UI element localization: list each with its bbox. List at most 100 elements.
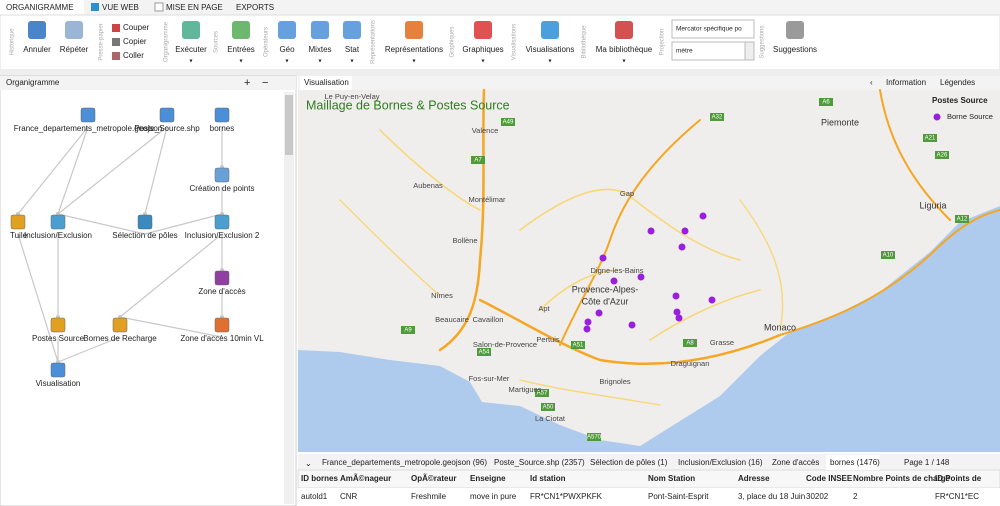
column-header[interactable]: OpÃ©rateur bbox=[411, 474, 456, 483]
node-icon[interactable] bbox=[214, 167, 230, 183]
map-marker[interactable] bbox=[681, 227, 689, 235]
data-tab[interactable]: Zone d'accès bbox=[772, 458, 819, 467]
top-tab[interactable]: VUE WEB bbox=[102, 3, 139, 12]
ribbon-button[interactable]: Ma bibliothèque bbox=[596, 45, 653, 54]
button-icon[interactable] bbox=[28, 21, 46, 39]
button-icon[interactable] bbox=[278, 21, 296, 39]
ribbon-button[interactable]: Coller bbox=[123, 51, 144, 60]
top-tab[interactable]: EXPORTS bbox=[236, 3, 274, 12]
column-header[interactable]: Adresse bbox=[738, 474, 770, 483]
ribbon-button[interactable]: Annuler bbox=[23, 45, 51, 54]
ribbon-button[interactable]: Représentations bbox=[385, 45, 443, 54]
node-label[interactable]: Zone d'accès 10min VL bbox=[180, 334, 264, 343]
map-marker[interactable] bbox=[708, 296, 716, 304]
map-marker[interactable] bbox=[672, 292, 680, 300]
map-marker[interactable] bbox=[647, 227, 655, 235]
map-marker[interactable] bbox=[599, 254, 607, 262]
projection-select[interactable] bbox=[671, 19, 755, 39]
ribbon-button[interactable]: Exécuter bbox=[175, 45, 207, 54]
map-marker[interactable] bbox=[583, 325, 591, 333]
map-marker[interactable] bbox=[637, 273, 645, 281]
zoom-in[interactable]: + bbox=[244, 77, 250, 89]
column-header[interactable]: Nombre Points de charge bbox=[853, 474, 950, 483]
node-label[interactable]: Création de points bbox=[190, 184, 255, 193]
map-marker[interactable] bbox=[595, 309, 603, 317]
node-label[interactable]: Visualisation bbox=[36, 379, 81, 388]
button-icon[interactable] bbox=[65, 21, 83, 39]
data-tab[interactable]: France_departements_metropole.geojson (9… bbox=[322, 458, 487, 467]
node-icon[interactable] bbox=[10, 214, 26, 230]
button-icon[interactable] bbox=[786, 21, 804, 39]
button-icon[interactable] bbox=[343, 21, 361, 39]
node-icon[interactable] bbox=[214, 214, 230, 230]
column-header[interactable]: ID bornes bbox=[301, 474, 338, 483]
data-tab[interactable]: Inclusion/Exclusion (16) bbox=[678, 458, 763, 467]
node-icon[interactable] bbox=[80, 107, 96, 123]
map-marker[interactable] bbox=[628, 321, 636, 329]
top-tab[interactable]: ORGANIGRAMME bbox=[6, 3, 74, 12]
node-label[interactable]: Inclusion/Exclusion 2 bbox=[185, 231, 260, 240]
ribbon-button[interactable]: Entrées bbox=[227, 45, 255, 54]
node-icon[interactable] bbox=[214, 107, 230, 123]
column-header[interactable]: Code INSEE bbox=[806, 474, 853, 483]
node-icon[interactable] bbox=[159, 107, 175, 123]
map-marker[interactable] bbox=[584, 318, 592, 326]
button-icon[interactable] bbox=[232, 21, 250, 39]
node-label[interactable]: Sélection de pôles bbox=[112, 231, 177, 240]
ribbon-button[interactable]: Stat bbox=[345, 45, 360, 54]
node-icon[interactable] bbox=[50, 317, 66, 333]
node-label[interactable]: Postes Source bbox=[32, 334, 85, 343]
button-icon[interactable] bbox=[615, 21, 633, 39]
node-icon[interactable] bbox=[112, 317, 128, 333]
button-icon[interactable] bbox=[311, 21, 329, 39]
ribbon-button[interactable]: Suggestions bbox=[773, 45, 817, 54]
back[interactable]: ‹ bbox=[870, 78, 873, 87]
map-marker[interactable] bbox=[678, 243, 686, 251]
node-label[interactable]: France_departements_metropole.geojson bbox=[14, 124, 163, 133]
node-icon[interactable] bbox=[214, 317, 230, 333]
ribbon-button[interactable]: Répéter bbox=[60, 45, 89, 54]
select-arrow[interactable] bbox=[744, 41, 755, 61]
ribbon-button[interactable]: Mixtes bbox=[308, 45, 331, 54]
column-header[interactable]: Nom Station bbox=[648, 474, 695, 483]
map-marker[interactable] bbox=[675, 314, 683, 322]
button-icon[interactable] bbox=[405, 21, 423, 39]
node-label[interactable]: Tuile bbox=[10, 231, 28, 240]
node-label[interactable]: Inclusion/Exclusion bbox=[24, 231, 92, 240]
column-header[interactable]: ID Points de bbox=[935, 474, 982, 483]
button-icon[interactable] bbox=[182, 21, 200, 39]
node-icon[interactable] bbox=[137, 214, 153, 230]
node-label[interactable]: Poste_Source.shp bbox=[134, 124, 200, 133]
map-marker[interactable] bbox=[610, 277, 618, 285]
data-tab[interactable]: Poste_Source.shp (2357) bbox=[494, 458, 585, 467]
column-header[interactable]: Id station bbox=[530, 474, 566, 483]
map-marker[interactable] bbox=[673, 308, 681, 316]
column-header[interactable]: Enseigne bbox=[470, 474, 506, 483]
data-tab[interactable]: bornes (1476) bbox=[830, 458, 880, 467]
ribbon-button[interactable]: Couper bbox=[123, 23, 150, 32]
button-icon[interactable] bbox=[474, 21, 492, 39]
top-tab[interactable]: MISE EN PAGE bbox=[166, 3, 223, 12]
map-link[interactable]: Information bbox=[886, 78, 926, 87]
map-marker[interactable] bbox=[699, 212, 707, 220]
node-label[interactable]: bornes bbox=[210, 124, 234, 133]
button-icon[interactable] bbox=[112, 24, 120, 32]
node-label[interactable]: Zone d'accès bbox=[198, 287, 245, 296]
column-header[interactable]: AmÃ©nageur bbox=[340, 474, 391, 483]
collapse[interactable]: ⌄ bbox=[305, 459, 312, 468]
node-label[interactable]: Bornes de Recharge bbox=[83, 334, 157, 343]
ribbon-button[interactable]: Visualisations bbox=[526, 45, 575, 54]
data-tab[interactable]: Sélection de pôles (1) bbox=[590, 458, 668, 467]
zoom-out[interactable]: − bbox=[262, 77, 268, 89]
ribbon-button[interactable]: Copier bbox=[123, 37, 147, 46]
button-icon[interactable] bbox=[112, 38, 120, 46]
map-link[interactable]: Légendes bbox=[940, 78, 975, 87]
pager[interactable]: Page 1 / 148 bbox=[904, 458, 950, 467]
map-tab[interactable] bbox=[300, 76, 352, 90]
node-icon[interactable] bbox=[50, 362, 66, 378]
button-icon[interactable] bbox=[112, 52, 120, 60]
ribbon-button[interactable]: Géo bbox=[279, 45, 295, 54]
node-icon[interactable] bbox=[50, 214, 66, 230]
node-icon[interactable] bbox=[214, 270, 230, 286]
ribbon-button[interactable]: Graphiques bbox=[462, 45, 503, 54]
